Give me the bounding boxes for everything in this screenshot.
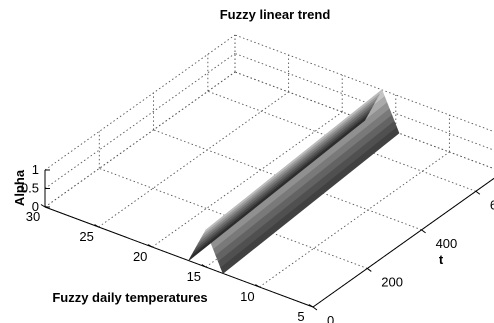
grid-line xyxy=(44,71,236,208)
grid-line xyxy=(151,111,343,248)
x-tick-mark xyxy=(201,264,207,268)
z-tick-label: 1 xyxy=(32,162,39,177)
z-tick-labels: 00.51 xyxy=(21,162,39,214)
y-tick-mark xyxy=(475,190,481,195)
y-axis-label: t xyxy=(439,252,444,267)
z-tick-label: 0 xyxy=(32,199,39,214)
y-tick-mark xyxy=(312,306,318,311)
surface-strip xyxy=(188,115,368,261)
x-tick-mark xyxy=(40,204,46,208)
y-tick-label: 0 xyxy=(327,313,334,323)
grid-line xyxy=(312,177,494,308)
surface-strip xyxy=(212,107,393,256)
x-tick-label: 10 xyxy=(240,289,254,304)
x-tick-mark xyxy=(94,224,99,228)
y-tick-labels: 0 200 400 600 xyxy=(327,197,494,323)
y-tick-label: 200 xyxy=(381,274,403,289)
x-axis-label: Fuzzy daily temperatures xyxy=(52,290,207,305)
x-tick-label: 20 xyxy=(133,249,147,264)
x-tick-mark xyxy=(255,284,260,288)
y-tick-mark xyxy=(366,268,372,272)
z-tick-label: 0.5 xyxy=(21,181,39,196)
surface-strip xyxy=(217,120,397,268)
x-tick-labels: 5 10 15 20 25 30 xyxy=(26,209,305,323)
surface-strip xyxy=(210,101,390,250)
grid-line xyxy=(44,34,236,171)
x-axis-line xyxy=(44,206,314,308)
y-tick-mark xyxy=(421,229,426,234)
y-axis-line xyxy=(312,177,494,308)
axes xyxy=(40,169,494,311)
x-tick-label: 5 xyxy=(297,309,304,323)
surface xyxy=(188,89,400,274)
surface-strip xyxy=(215,114,395,262)
x-tick-label: 25 xyxy=(79,229,93,244)
z-axis-label: Alpha xyxy=(12,169,27,206)
x-tick-mark xyxy=(308,304,314,308)
grid-line xyxy=(259,151,450,288)
x-tick-label: 15 xyxy=(187,269,201,284)
grid-line xyxy=(98,91,289,228)
x-tick-mark xyxy=(147,244,153,248)
chart-title: Fuzzy linear trend xyxy=(220,7,331,22)
grid-line xyxy=(44,53,236,189)
y-tick-label: 600 xyxy=(490,197,494,212)
x-tick-label: 30 xyxy=(26,209,40,224)
grid xyxy=(44,34,494,308)
y-tick-label: 400 xyxy=(436,236,458,251)
